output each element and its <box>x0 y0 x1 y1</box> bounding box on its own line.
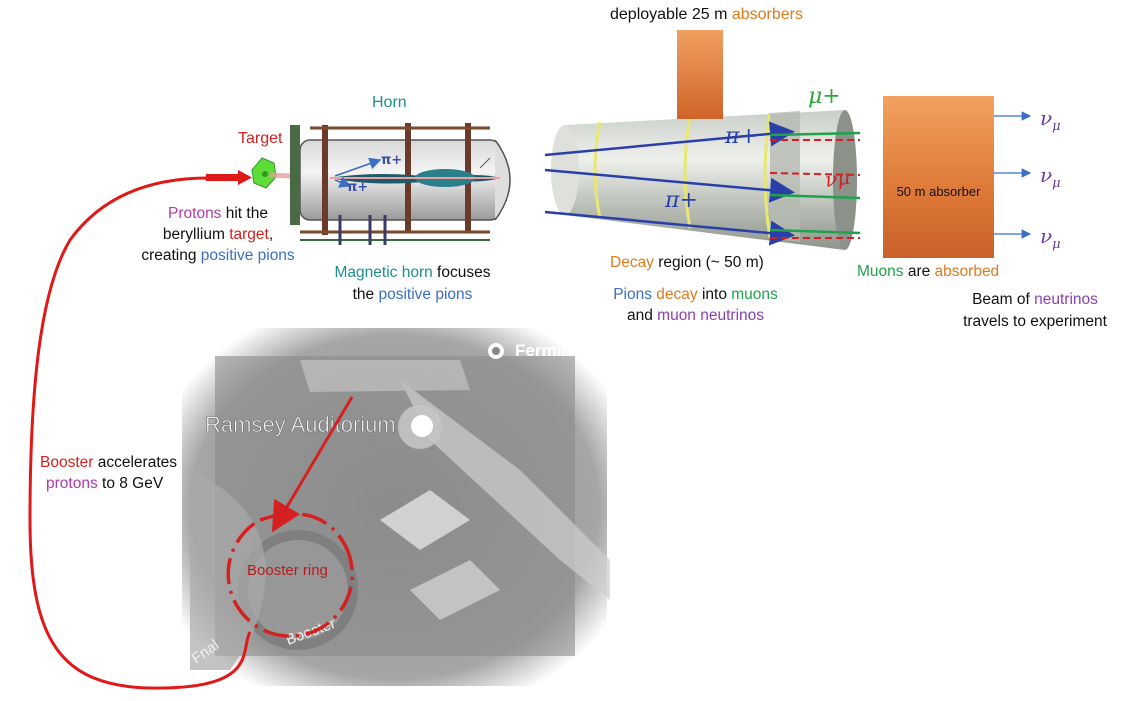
booster-caption: Booster accelerates protons to 8 GeV <box>40 454 177 492</box>
decay-pipe <box>551 110 857 250</box>
neutrino-label-1: νμ <box>1040 106 1061 134</box>
horn-pion-label-2: π+ <box>347 180 368 195</box>
absorber-label: 50 m absorber <box>896 184 981 199</box>
horn-title: Horn <box>372 94 407 111</box>
magnetic-horn <box>290 123 511 245</box>
decay-pion-arrow-3 <box>544 210 795 246</box>
booster-ring-label: Booster ring <box>247 562 328 579</box>
absorber-50m: 50 m absorber <box>883 96 994 258</box>
decay-pion-arrow-1 <box>544 121 795 157</box>
booster-arrow <box>271 396 354 533</box>
decay-muon-label: μ+ <box>808 84 841 109</box>
aerial-map: Fermilab Ramsey Auditorium Booster Fnal <box>182 328 610 686</box>
target-label: Target <box>238 130 283 147</box>
pions-decay-caption: Pions decay into muons and muon neutrino… <box>613 286 778 324</box>
protons-caption: Protons hit the beryllium target, creati… <box>141 205 295 264</box>
proton-transfer-line <box>28 176 252 690</box>
horn-caption: Magnetic horn focuses the positive pions <box>334 264 491 303</box>
map-ramsey-label: Ramsey Auditorium <box>205 412 396 437</box>
decay-pion-arrow-2 <box>544 168 795 203</box>
proton-beam-block <box>206 174 238 181</box>
deployable-absorbers-caption: deployable 25 m absorbers <box>610 6 804 23</box>
map-fermilab-label: Fermilab <box>515 341 586 360</box>
ramsey-marker-icon <box>411 415 433 437</box>
decay-pion-label-2: π+ <box>664 188 698 213</box>
beam-caption: Beam of neutrinos travels to experiment <box>963 291 1107 330</box>
horn-pion-label-1: π+ <box>381 153 402 168</box>
decay-pion-label-1: π+ <box>724 124 758 149</box>
decay-neutrino-label: νμ <box>823 165 851 192</box>
neutrino-label-3: νμ <box>1040 224 1061 252</box>
neutrino-label-2: νμ <box>1040 163 1061 191</box>
deployable-absorber <box>677 30 723 119</box>
muons-absorbed-caption: Muons are absorbed <box>857 263 1000 280</box>
booster-ring <box>226 518 354 638</box>
decay-region-caption: Decay region (~ 50 m) <box>610 254 764 271</box>
